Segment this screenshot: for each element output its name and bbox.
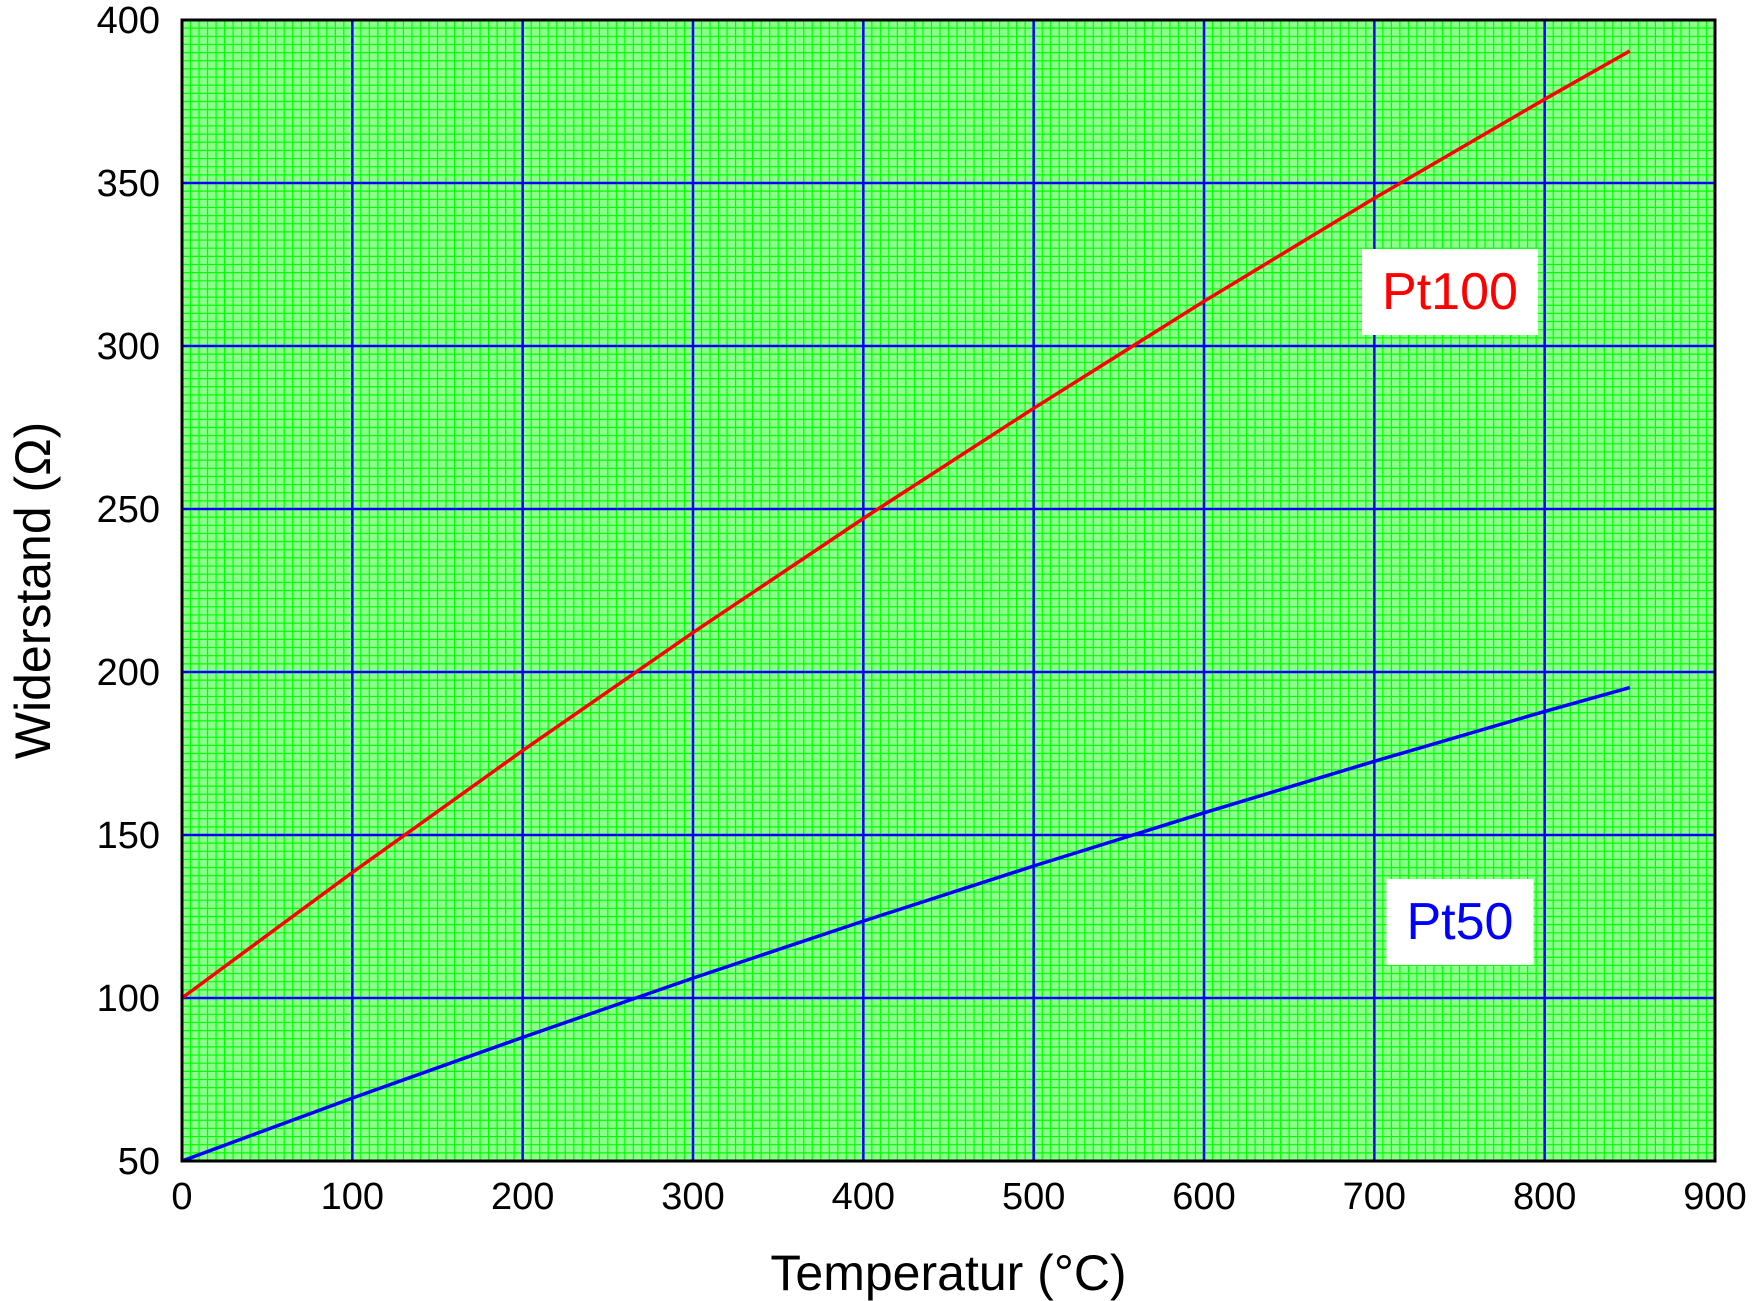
x-tick-label: 400: [832, 1176, 895, 1218]
y-tick-label: 350: [97, 163, 160, 205]
x-tick-label: 800: [1513, 1176, 1576, 1218]
series-label-background: [1386, 879, 1534, 965]
y-tick-label: 50: [118, 1141, 160, 1183]
minor-grid: [182, 20, 1715, 1161]
series-line-pt100: [180, 49, 1631, 1000]
y-axis-ticks: 50 100 150 200 250 300 350 400: [97, 0, 160, 1183]
x-tick-label: 900: [1683, 1176, 1746, 1218]
x-axis-ticks: 0 100 200 300 400 500 600 700 800 900: [171, 1176, 1746, 1218]
y-tick-label: 100: [97, 978, 160, 1020]
series-lines: [180, 49, 1631, 1163]
plot-frame: [180, 18, 1717, 1163]
series-line-pt50: [181, 685, 1631, 1163]
x-axis-title: Temperatur (°C): [770, 1245, 1126, 1301]
series-label-pt50: Pt50: [1407, 893, 1514, 951]
y-tick-label: 400: [97, 0, 160, 42]
x-tick-label: 100: [321, 1176, 384, 1218]
major-grid: [182, 20, 1715, 1161]
plot-border: [180, 18, 1717, 1163]
x-tick-label: 200: [491, 1176, 554, 1218]
y-tick-label: 150: [97, 815, 160, 857]
y-tick-label: 200: [97, 652, 160, 694]
series-label-pt100: Pt100: [1382, 263, 1518, 321]
y-axis-title: Widerstand (Ω): [5, 422, 61, 759]
x-tick-label: 300: [661, 1176, 724, 1218]
x-tick-label: 600: [1172, 1176, 1235, 1218]
x-tick-label: 500: [1002, 1176, 1065, 1218]
y-tick-label: 250: [97, 489, 160, 531]
y-tick-label: 300: [97, 326, 160, 368]
series-labels: Pt100 Pt50: [1362, 249, 1538, 965]
x-tick-label: 700: [1343, 1176, 1406, 1218]
x-tick-label: 0: [171, 1176, 192, 1218]
series-label-background: [1362, 249, 1538, 335]
